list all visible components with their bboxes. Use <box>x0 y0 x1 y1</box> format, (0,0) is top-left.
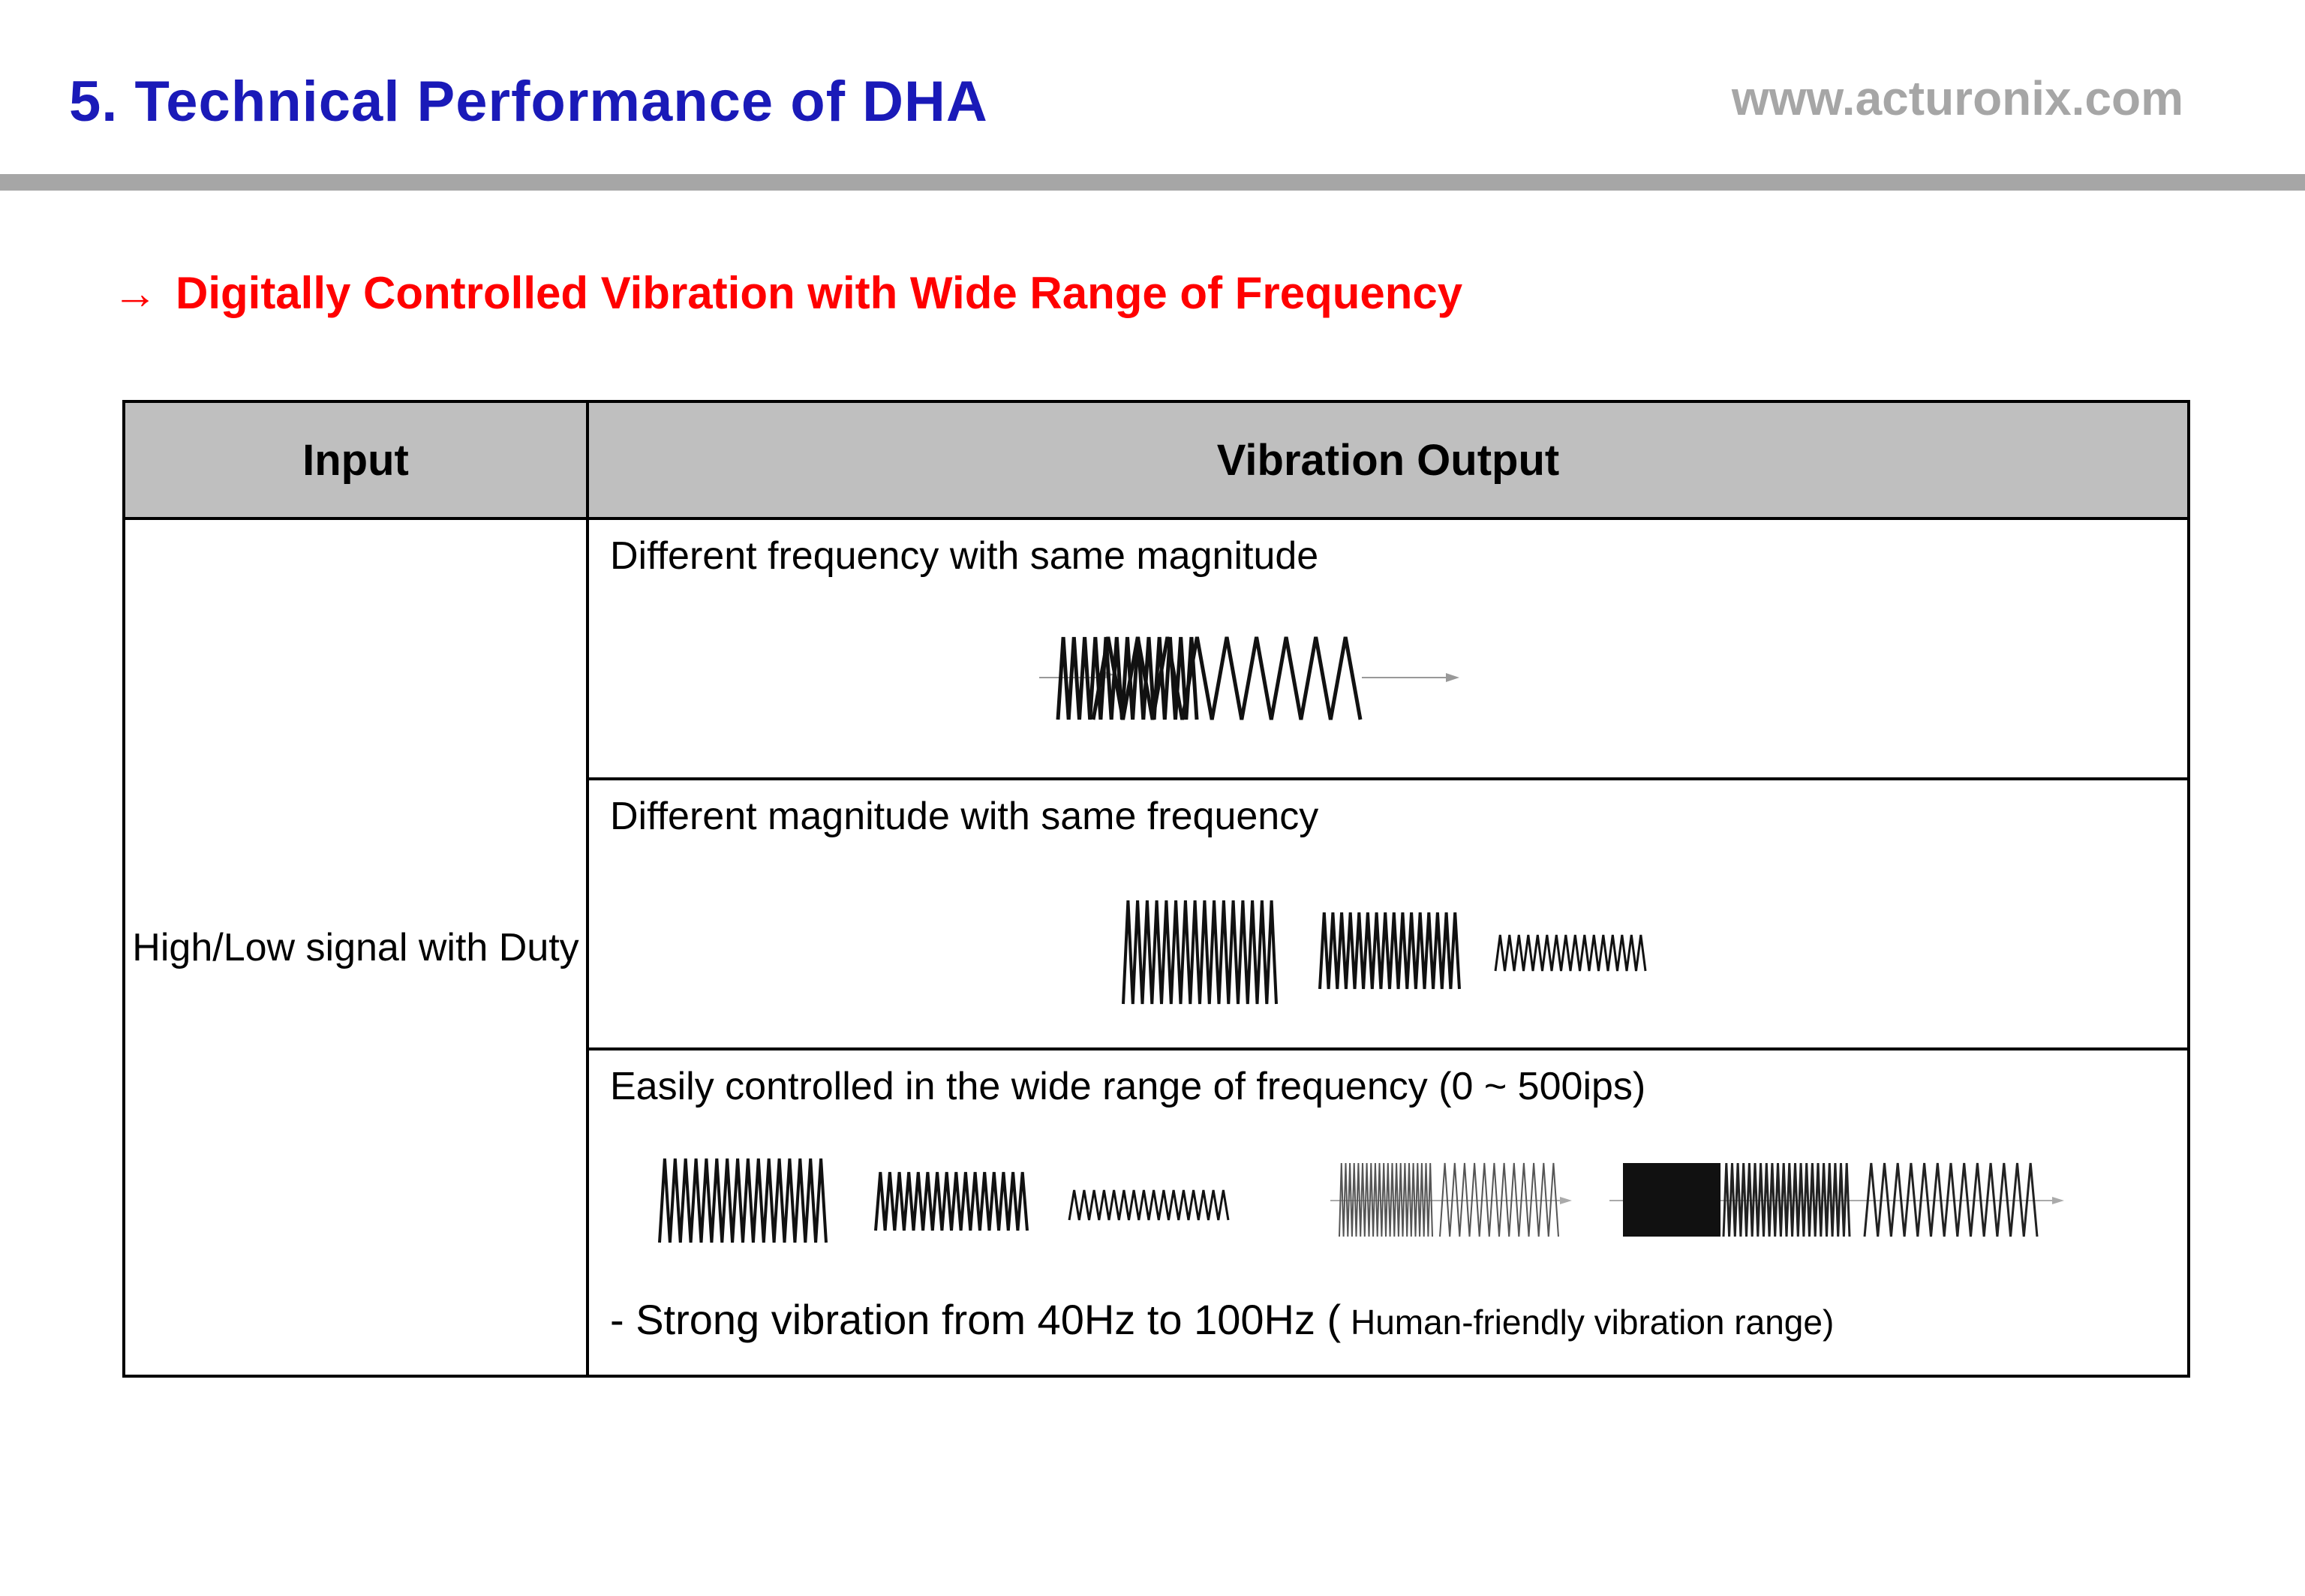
waveform-range <box>658 1158 2064 1243</box>
table-row: Different magnitude with same frequency <box>124 777 2190 1050</box>
header-vibration-output: Vibration Output <box>586 400 2190 520</box>
output-cell-magnitude: Different magnitude with same frequency <box>586 777 2190 1050</box>
section-subtitle: → Digitally Controlled Vibration with Wid… <box>113 267 1462 319</box>
row-label-range: Easily controlled in the wide range of f… <box>610 1065 1646 1108</box>
page-title: 5. Technical Performance of DHA <box>69 70 988 134</box>
waveform-frequency <box>1039 636 1459 720</box>
waveform-magnitude <box>1122 900 1647 1005</box>
header-input: Input <box>122 400 589 520</box>
range-note: - Strong vibration from 40Hz to 100Hz ( … <box>610 1295 1834 1344</box>
performance-table: Input Vibration Output High/Low signal w… <box>122 400 2190 1378</box>
waveform-trace <box>658 1158 828 1243</box>
header-divider <box>0 174 2305 191</box>
row-label-frequency: Different frequency with same magnitude <box>610 534 1319 578</box>
range-note-small: Human-friendly vibration range) <box>1341 1303 1835 1342</box>
subtitle-text: Digitally Controlled Vibration with Wide… <box>176 268 1463 318</box>
waveform-trace <box>1339 1162 1433 1237</box>
waveform-trace <box>1722 1162 1851 1237</box>
output-cell-frequency: Different frequency with same magnitude <box>586 517 2190 780</box>
output-cell-range: Easily controlled in the wide range of f… <box>586 1047 2190 1378</box>
row-label-magnitude: Different magnitude with same frequency <box>610 795 1319 838</box>
range-note-main: - Strong vibration from 40Hz to 100Hz ( <box>610 1296 1342 1343</box>
table-row: High/Low signal with Duty Different freq… <box>122 517 2190 1378</box>
arrow-right-icon: → <box>113 268 158 318</box>
waveform-trace <box>1494 934 1647 972</box>
input-cell: High/Low signal with Duty <box>122 517 589 1378</box>
waveform-trace <box>1056 636 1199 720</box>
website-url[interactable]: www.acturonix.com <box>1731 71 2183 125</box>
waveform-trace <box>874 1171 1029 1231</box>
table-header-row: Input Vibration Output <box>122 400 2190 520</box>
waveform-trace <box>1439 1162 1559 1237</box>
waveform-trace <box>1068 1189 1230 1221</box>
waveform-trace <box>1091 636 1363 720</box>
table-row: Easily controlled in the wide range of f… <box>124 1047 2190 1378</box>
waveform-trace <box>1863 1162 2039 1237</box>
waveform-trace <box>1122 900 1278 1005</box>
waveform-trace <box>1318 912 1461 990</box>
